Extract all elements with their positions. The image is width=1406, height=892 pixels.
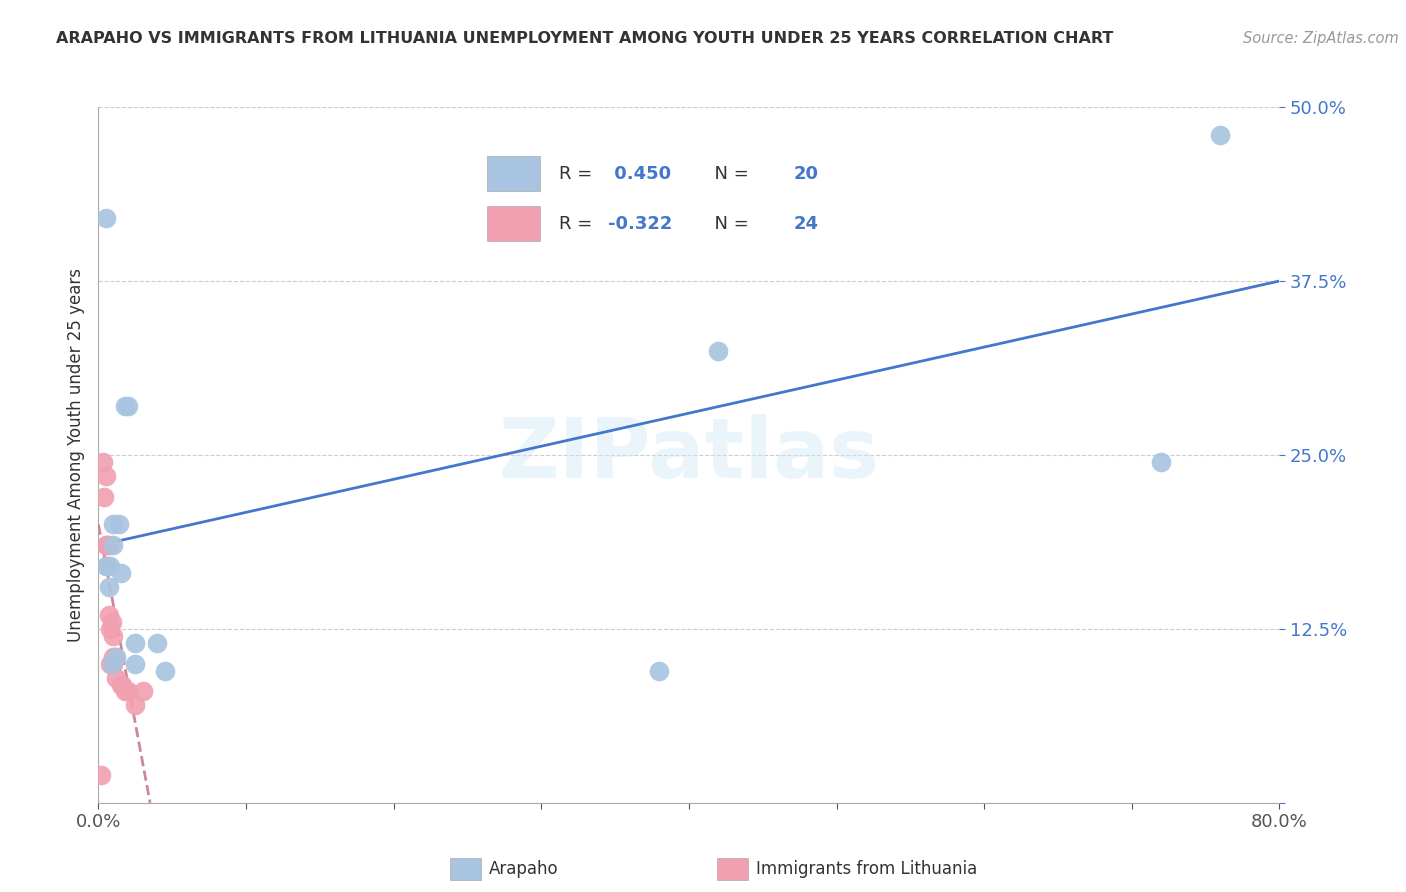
Point [105, 649, 128, 664]
Point [90, 768, 112, 782]
Point [1209, 128, 1232, 142]
Point [97, 607, 120, 622]
Point [648, 664, 671, 678]
Point [103, 629, 125, 643]
Point [91, 455, 114, 469]
Point [124, 636, 146, 650]
Point [104, 649, 127, 664]
Text: ARAPAHO VS IMMIGRANTS FROM LITHUANIA UNEMPLOYMENT AMONG YOUTH UNDER 25 YEARS COR: ARAPAHO VS IMMIGRANTS FROM LITHUANIA UNE… [56, 31, 1114, 46]
Point [96, 538, 118, 552]
Point [100, 657, 122, 671]
Text: Arapaho: Arapaho [489, 860, 560, 878]
Point [94, 211, 117, 226]
Point [105, 671, 128, 685]
Text: ZIPatlas: ZIPatlas [499, 415, 879, 495]
Point [103, 517, 125, 532]
Point [117, 684, 139, 698]
Point [124, 698, 146, 713]
Point [707, 343, 730, 358]
Point [117, 399, 139, 413]
Text: Source: ZipAtlas.com: Source: ZipAtlas.com [1243, 31, 1399, 46]
Point [132, 684, 155, 698]
Point [103, 657, 125, 671]
Point [103, 538, 125, 552]
Point [94, 559, 117, 574]
Point [114, 684, 136, 698]
Point [103, 649, 125, 664]
Point [114, 399, 136, 413]
Point [93, 490, 115, 504]
Point [96, 559, 118, 574]
Point [111, 677, 134, 691]
Point [98, 657, 121, 671]
Point [97, 580, 120, 594]
Point [110, 566, 132, 581]
Point [100, 657, 122, 671]
Point [146, 636, 169, 650]
Point [98, 622, 121, 636]
Point [108, 517, 131, 532]
Point [98, 559, 121, 574]
Text: Immigrants from Lithuania: Immigrants from Lithuania [756, 860, 977, 878]
Point [110, 677, 132, 691]
Point [1150, 455, 1173, 469]
Point [124, 657, 146, 671]
Point [153, 664, 176, 678]
Point [97, 538, 120, 552]
Point [94, 538, 117, 552]
Point [100, 615, 122, 629]
Y-axis label: Unemployment Among Youth under 25 years: Unemployment Among Youth under 25 years [66, 268, 84, 642]
Point [94, 468, 117, 483]
